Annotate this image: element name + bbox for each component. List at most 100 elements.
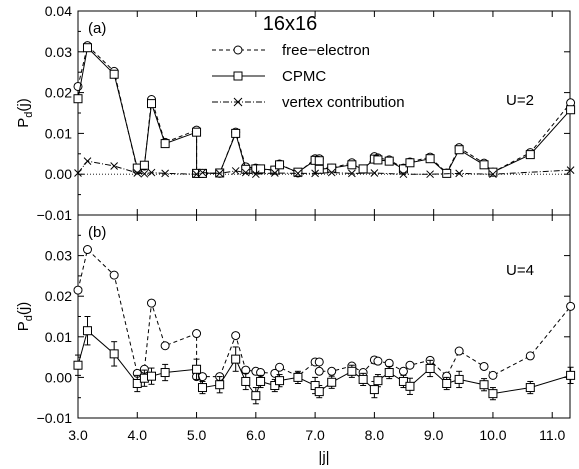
data-point-free-electron xyxy=(192,329,202,339)
annotation-a: U=2 xyxy=(506,92,534,109)
data-point-vertex-contribution xyxy=(161,169,169,178)
data-point-cpmc xyxy=(197,383,207,393)
data-point-cpmc xyxy=(314,387,324,397)
data-point-cpmc xyxy=(398,376,408,386)
data-point-cpmc xyxy=(425,363,435,373)
data-point-cpmc xyxy=(251,391,261,401)
data-point-vertex-contribution xyxy=(74,169,82,177)
data-point-cpmc xyxy=(231,128,241,138)
data-point-cpmc xyxy=(256,164,266,174)
data-point-free-electron xyxy=(566,301,576,311)
data-point-cpmc xyxy=(405,381,415,391)
data-point-cpmc xyxy=(147,99,157,109)
data-point-cpmc xyxy=(241,164,251,174)
y-axis-label-a: Pd(j) xyxy=(15,98,35,127)
data-point-free-electron xyxy=(109,270,119,280)
data-point-vertex-contribution xyxy=(399,170,408,179)
data-point-cpmc xyxy=(139,160,149,170)
legend-vertex-label: vertex contribution xyxy=(282,94,405,111)
data-point-cpmc xyxy=(275,376,285,386)
x-axis-label: |j| xyxy=(318,449,329,466)
data-point-cpmc xyxy=(479,380,489,390)
data-point-free-electron xyxy=(373,356,383,366)
data-point-free-electron xyxy=(488,370,498,380)
data-point-vertex-contribution xyxy=(192,170,201,179)
data-point-vertex-contribution xyxy=(251,170,260,179)
data-point-cpmc xyxy=(425,154,435,164)
data-point-vertex-contribution xyxy=(566,166,575,174)
data-point-cpmc xyxy=(314,164,324,174)
data-point-cpmc xyxy=(160,368,170,378)
data-point-cpmc xyxy=(231,354,241,364)
data-point-cpmc xyxy=(192,364,202,374)
data-point-vertex-contribution xyxy=(370,169,379,177)
data-point-cpmc xyxy=(197,168,207,178)
data-point-cpmc xyxy=(215,380,225,390)
legend-cpmc: CPMC xyxy=(212,68,326,85)
annotation-b: U=4 xyxy=(506,262,534,279)
data-point-cpmc xyxy=(566,105,576,115)
y-tick-label-a: −0.01 xyxy=(37,207,73,223)
data-point-free-electron xyxy=(314,366,324,376)
data-point-cpmc xyxy=(327,377,337,387)
data-point-cpmc xyxy=(293,167,303,177)
panel-b: −0.01 0.00 0.01 0.02 0.03 (b) U=4 Pd(j) xyxy=(15,214,576,426)
legend-free-electron-label: free−electron xyxy=(282,42,370,59)
data-point-free-electron xyxy=(479,361,489,371)
panel-label-a: (a) xyxy=(88,20,106,37)
data-point-cpmc xyxy=(241,376,251,386)
data-point-free-electron xyxy=(270,368,280,378)
data-point-cpmc xyxy=(369,385,379,395)
legend-vertex: vertex contribution xyxy=(212,94,405,111)
data-point-cpmc xyxy=(454,145,464,155)
x-axis: 3.0 4.0 5.0 6.0 7.0 8.0 9.0 10.0 11.0 |j| xyxy=(68,427,565,466)
data-point-vertex-contribution xyxy=(140,169,149,178)
data-point-cpmc xyxy=(384,156,394,166)
y-tick-label-a: 0.02 xyxy=(45,85,72,101)
data-point-cpmc xyxy=(82,326,92,336)
legend-cpmc-label: CPMC xyxy=(282,68,326,85)
data-point-free-electron xyxy=(160,341,170,351)
data-point-free-electron xyxy=(454,346,464,356)
data-point-free-electron xyxy=(327,366,337,376)
data-point-cpmc xyxy=(147,371,157,381)
series-line-vertex-contribution-a xyxy=(77,160,571,175)
data-point-cpmc xyxy=(358,164,368,174)
data-point-cpmc xyxy=(275,160,285,170)
data-point-vertex-contribution xyxy=(426,170,434,179)
data-point-vertex-contribution xyxy=(110,162,119,170)
data-point-cpmc xyxy=(132,378,142,388)
data-point-cpmc xyxy=(347,366,357,376)
data-point-vertex-contribution xyxy=(270,169,279,177)
panel-a: −0.01 0.00 0.01 0.02 0.03 0.04 (a) U=2 Pd(j) xyxy=(15,3,576,223)
y-tick-label-a: 0.01 xyxy=(45,125,72,141)
y-tick-label-b: 0.02 xyxy=(45,288,72,304)
data-point-vertex-contribution xyxy=(198,168,207,177)
data-point-free-electron xyxy=(314,357,324,367)
data-point-cpmc xyxy=(488,167,498,177)
data-point-cpmc xyxy=(442,378,452,388)
x-tick-label: 9.0 xyxy=(424,427,444,443)
y-axis-label-b: Pd(j) xyxy=(15,302,35,331)
data-point-cpmc xyxy=(479,160,489,170)
x-tick-label: 5.0 xyxy=(187,427,207,443)
y-tick-label-b: 0.01 xyxy=(45,329,72,345)
data-point-vertex-contribution xyxy=(327,168,336,177)
x-tick-label: 4.0 xyxy=(128,427,148,443)
data-point-cpmc xyxy=(488,389,498,399)
x-tick-label: 10.0 xyxy=(479,427,506,443)
data-point-vertex-contribution xyxy=(231,167,240,175)
legend-free-electron: free−electron xyxy=(212,42,370,59)
data-point-cpmc xyxy=(314,156,324,166)
data-point-cpmc xyxy=(358,374,368,384)
data-point-vertex-contribution xyxy=(215,169,224,178)
data-point-vertex-contribution xyxy=(147,168,156,177)
data-point-cpmc xyxy=(347,160,357,170)
data-point-cpmc xyxy=(454,374,464,384)
x-tick-label: 3.0 xyxy=(68,427,88,443)
data-point-vertex-contribution xyxy=(241,168,250,177)
data-point-cpmc xyxy=(192,127,202,137)
panel-label-b: (b) xyxy=(88,224,106,241)
data-point-vertex-contribution xyxy=(455,169,464,178)
